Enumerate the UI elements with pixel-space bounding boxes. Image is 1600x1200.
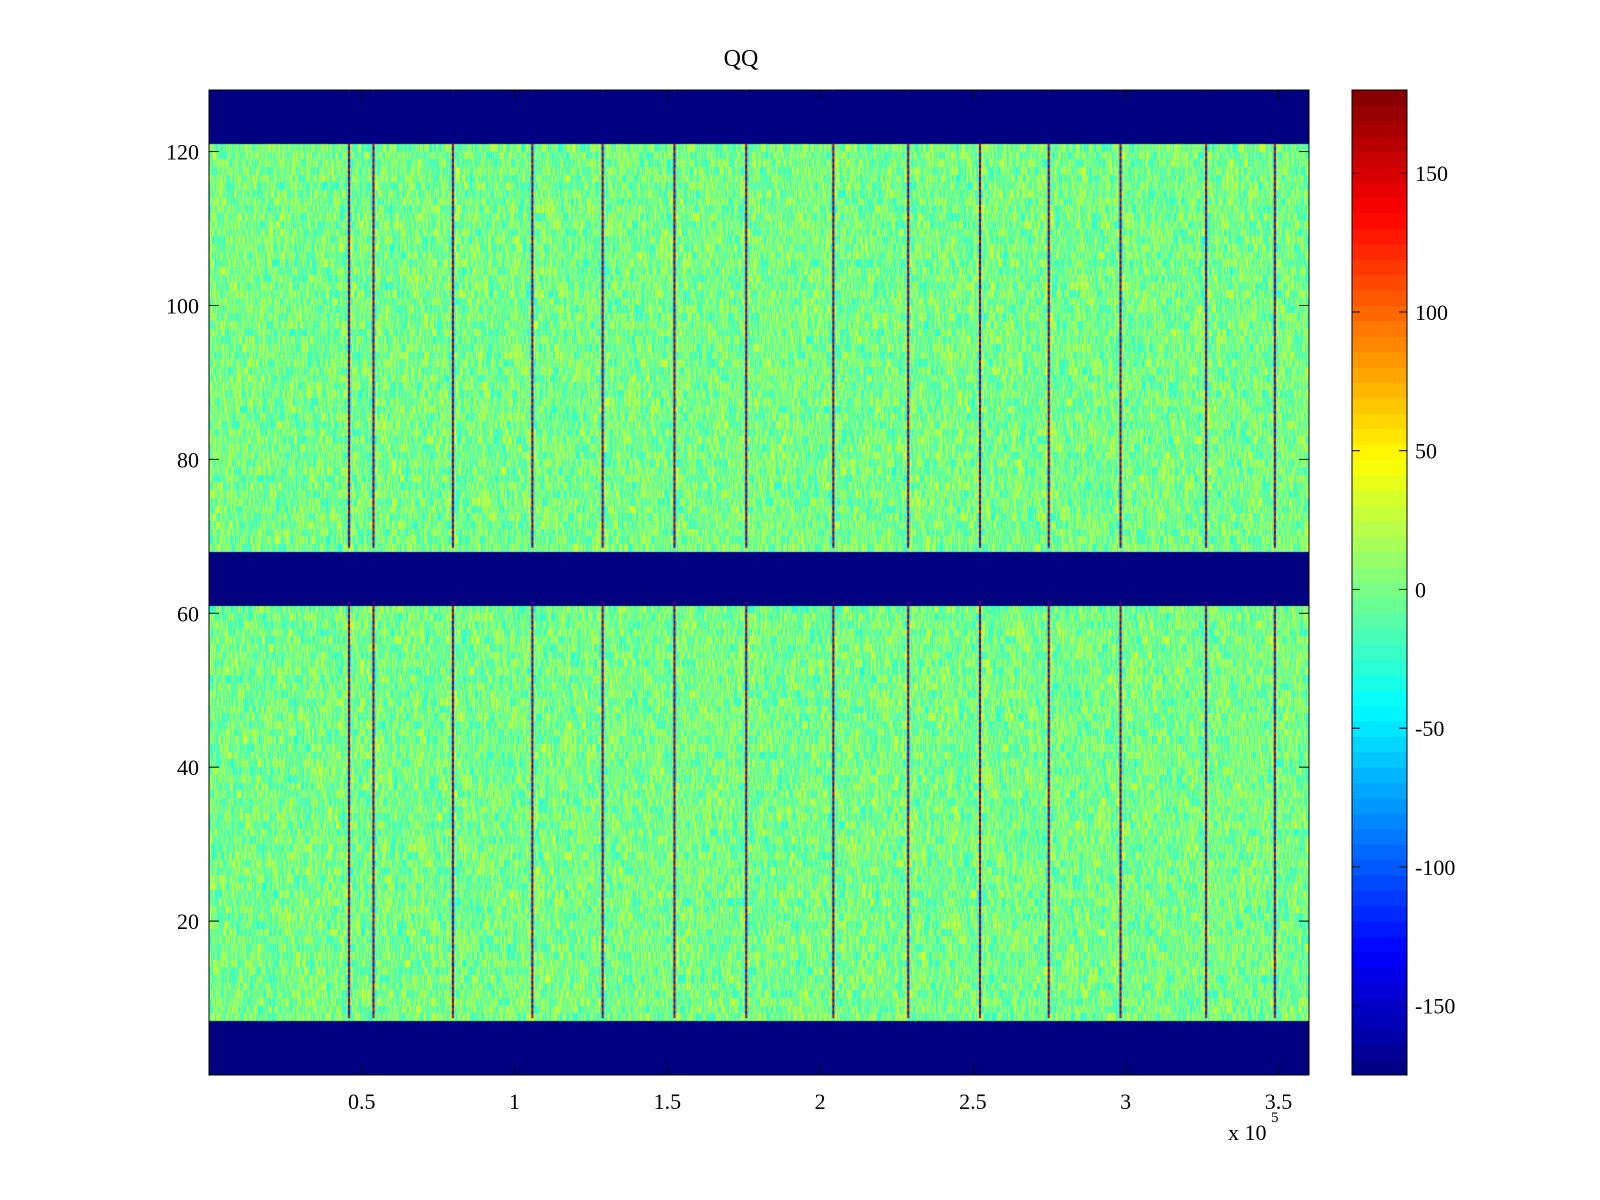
colorbar-band [1352, 828, 1407, 845]
colorbar-band [1352, 397, 1407, 414]
colorbar-band [1352, 213, 1407, 230]
x-tick-label: 3.5 [1265, 1089, 1293, 1114]
colorbar-axis: -150 -100 -50 0 50 100 150 [1352, 161, 1455, 1019]
heatmap-image [209, 90, 1309, 1075]
colorbar-band [1352, 874, 1407, 891]
colorbar-band [1352, 690, 1407, 707]
x-multiplier-label: x 10 [1228, 1120, 1267, 1145]
colorbar-band [1352, 597, 1407, 614]
y-tick-label: 120 [166, 140, 199, 165]
colorbar-band [1352, 905, 1407, 922]
x-multiplier-exponent: 5 [1271, 1110, 1279, 1126]
x-tick-label: 2.5 [959, 1089, 987, 1114]
colorbar-tick-label: -100 [1415, 855, 1455, 880]
colorbar-band [1352, 751, 1407, 768]
colorbar-band [1352, 767, 1407, 784]
colorbar-band [1352, 536, 1407, 553]
colorbar-band [1352, 967, 1407, 984]
colorbar-band [1352, 628, 1407, 645]
colorbar-band [1352, 274, 1407, 291]
colorbar-band [1352, 243, 1407, 260]
colorbar-band [1352, 459, 1407, 476]
colorbar-band [1352, 736, 1407, 753]
colorbar-band [1352, 721, 1407, 737]
colorbar-tick-label: 100 [1415, 300, 1448, 325]
colorbar-band [1352, 982, 1407, 999]
chart-title: QQ [724, 46, 759, 72]
axes-frame [208, 89, 1310, 1076]
x-axis: 0.5 1 1.5 2 2.5 3 3.5 [348, 90, 1292, 1114]
colorbar-band [1352, 505, 1407, 522]
colorbar-band [1352, 382, 1407, 399]
y-tick-label: 60 [177, 601, 199, 626]
colorbar-tick-label: 50 [1415, 439, 1437, 464]
colorbar-band [1352, 1059, 1407, 1076]
colorbar-band [1352, 613, 1407, 630]
colorbar-band [1352, 105, 1407, 122]
colorbar-band [1352, 951, 1407, 968]
colorbar [1352, 90, 1407, 1076]
colorbar-band [1352, 705, 1407, 722]
colorbar-band [1352, 797, 1407, 814]
colorbar-band [1352, 1028, 1407, 1045]
colorbar-band [1352, 659, 1407, 676]
colorbar-band [1352, 182, 1407, 199]
colorbar-band [1352, 428, 1407, 445]
colorbar-band [1352, 1044, 1407, 1061]
colorbar-band [1352, 813, 1407, 830]
colorbar-band [1352, 228, 1407, 245]
colorbar-band [1352, 844, 1407, 861]
y-tick-label: 40 [177, 755, 199, 780]
colorbar-band [1352, 551, 1407, 568]
colorbar-band [1352, 859, 1407, 876]
colorbar-band [1352, 443, 1407, 460]
colorbar-band [1352, 259, 1407, 276]
colorbar-tick-label: 0 [1415, 577, 1426, 602]
colorbar-band [1352, 490, 1407, 507]
colorbar-band [1352, 367, 1407, 383]
colorbar-band [1352, 90, 1407, 106]
colorbar-band [1352, 351, 1407, 368]
x-tick-label: 1.5 [654, 1089, 682, 1114]
y-axis: 20 40 60 80 100 120 [166, 140, 1309, 934]
colorbar-band [1352, 336, 1407, 353]
heatmap [209, 90, 1309, 1075]
colorbar-band [1352, 936, 1407, 953]
colorbar-band [1352, 413, 1407, 430]
x-tick-label: 1 [509, 1089, 520, 1114]
colorbar-band [1352, 674, 1407, 691]
colorbar-band [1352, 520, 1407, 537]
colorbar-band [1352, 320, 1407, 337]
colorbar-band [1352, 1013, 1407, 1030]
colorbar-band [1352, 582, 1407, 599]
colorbar-band [1352, 782, 1407, 799]
colorbar-band [1352, 305, 1407, 322]
colorbar-band [1352, 644, 1407, 660]
colorbar-frame [1351, 89, 1408, 1076]
y-tick-label: 100 [166, 293, 199, 318]
y-tick-label: 20 [177, 909, 199, 934]
colorbar-tick-label: -150 [1415, 994, 1455, 1019]
colorbar-band [1352, 120, 1407, 137]
colorbar-band [1352, 197, 1407, 214]
colorbar-band [1352, 166, 1407, 183]
x-tick-label: 0.5 [348, 1089, 376, 1114]
colorbar-band [1352, 890, 1407, 907]
colorbar-band [1352, 290, 1407, 306]
colorbar-band [1352, 567, 1407, 583]
colorbar-band [1352, 998, 1407, 1014]
colorbar-band [1352, 474, 1407, 491]
colorbar-tick-label: -50 [1415, 716, 1444, 741]
colorbar-band [1352, 921, 1407, 937]
y-tick-label: 80 [177, 447, 199, 472]
colorbar-tick-label: 150 [1415, 161, 1448, 186]
x-tick-label: 3 [1120, 1089, 1131, 1114]
colorbar-band [1352, 151, 1407, 168]
colorbar-band [1352, 136, 1407, 153]
x-tick-label: 2 [815, 1089, 826, 1114]
